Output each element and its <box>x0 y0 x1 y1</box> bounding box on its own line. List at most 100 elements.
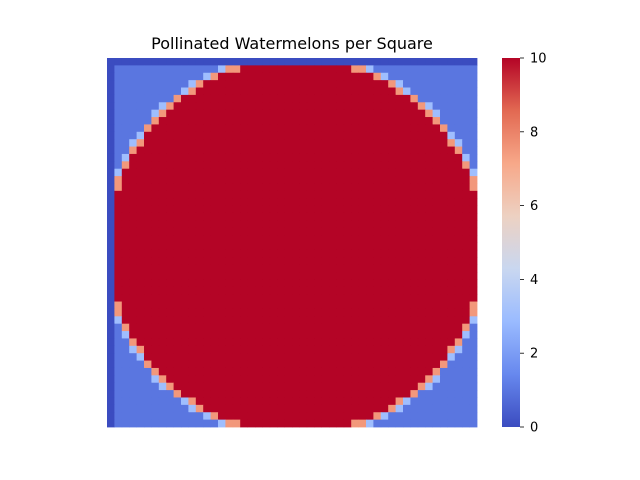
heatmap-cell <box>314 419 322 428</box>
heatmap-cell <box>255 227 263 236</box>
heatmap-cell <box>136 308 145 317</box>
heatmap-cell <box>299 345 308 354</box>
heatmap-cell <box>343 190 352 199</box>
heatmap-cell <box>329 102 337 111</box>
heatmap-cell <box>240 212 248 221</box>
heatmap-cell <box>380 338 389 347</box>
heatmap-cell <box>417 205 426 214</box>
heatmap-cell <box>314 168 322 177</box>
heatmap-cell <box>425 367 433 376</box>
heatmap-cell <box>225 286 234 295</box>
heatmap-cell <box>395 323 404 332</box>
heatmap-cell <box>388 257 396 266</box>
heatmap-cell <box>129 257 137 266</box>
heatmap-cell <box>321 124 330 133</box>
heatmap-cell <box>262 316 271 325</box>
heatmap-cell <box>432 80 441 88</box>
heatmap-cell <box>181 235 189 243</box>
heatmap-cell <box>284 65 293 74</box>
heatmap-cell <box>277 94 285 103</box>
heatmap-cell <box>403 279 411 288</box>
heatmap-cell <box>417 345 426 354</box>
heatmap-cell <box>329 257 337 266</box>
heatmap-cell <box>188 338 197 347</box>
heatmap-cell <box>195 272 204 280</box>
heatmap-cell <box>166 198 174 206</box>
heatmap-cell <box>136 102 145 111</box>
heatmap-cell <box>403 316 411 325</box>
heatmap-cell <box>262 198 271 206</box>
heatmap-cell <box>203 345 211 354</box>
heatmap-cell <box>417 227 426 236</box>
heatmap-cell <box>454 382 463 391</box>
heatmap-cell <box>121 286 130 295</box>
heatmap-cell <box>336 397 345 406</box>
heatmap-cell <box>373 272 382 280</box>
heatmap-cell <box>255 117 263 125</box>
heatmap-cell <box>269 117 278 125</box>
heatmap-cell <box>277 205 285 214</box>
heatmap-cell <box>255 131 263 140</box>
heatmap-cell <box>181 257 189 266</box>
heatmap-cell <box>336 323 345 332</box>
heatmap-cell <box>284 220 293 229</box>
heatmap-cell <box>425 257 433 266</box>
heatmap-cell <box>336 301 345 310</box>
heatmap-cell <box>284 345 293 354</box>
heatmap-cell <box>336 404 345 413</box>
heatmap-cell <box>129 80 137 88</box>
heatmap-cell <box>403 323 411 332</box>
heatmap-cell <box>447 176 456 184</box>
heatmap-cell <box>195 323 204 332</box>
heatmap-cell <box>151 87 160 96</box>
heatmap-cell <box>321 117 330 125</box>
heatmap-cell <box>410 323 419 332</box>
heatmap-cell <box>144 397 152 406</box>
heatmap-cell <box>151 131 160 140</box>
heatmap-cell <box>469 301 478 310</box>
heatmap-cell <box>158 87 167 96</box>
heatmap-cell <box>158 117 167 125</box>
heatmap-cell <box>329 353 337 361</box>
heatmap-cell <box>232 331 241 339</box>
heatmap-cell <box>173 235 182 243</box>
heatmap-cell <box>225 272 234 280</box>
heatmap-cell <box>329 404 337 413</box>
heatmap-cell <box>292 264 300 273</box>
heatmap-cell <box>225 161 234 170</box>
heatmap-cell <box>440 153 448 162</box>
heatmap-cell <box>440 109 448 118</box>
heatmap-cell <box>269 390 278 398</box>
heatmap-cell <box>203 109 211 118</box>
heatmap-cell <box>454 146 463 155</box>
heatmap-cell <box>336 198 345 206</box>
heatmap-cell <box>417 198 426 206</box>
heatmap-cell <box>269 235 278 243</box>
heatmap-cell <box>462 235 470 243</box>
heatmap-cell <box>188 294 197 302</box>
heatmap-cell <box>218 390 226 398</box>
heatmap-cell <box>403 168 411 177</box>
heatmap-cell <box>469 286 478 295</box>
heatmap-cell <box>329 235 337 243</box>
heatmap-cell <box>188 397 197 406</box>
heatmap-cell <box>440 80 448 88</box>
heatmap-cell <box>306 375 315 384</box>
heatmap-cell <box>417 220 426 229</box>
heatmap-cell <box>225 183 234 192</box>
heatmap-cell <box>210 146 219 155</box>
heatmap-cell <box>403 294 411 302</box>
heatmap-cell <box>107 94 115 103</box>
heatmap-cell <box>269 65 278 74</box>
heatmap-cell <box>255 190 263 199</box>
heatmap-cell <box>210 87 219 96</box>
heatmap-cell <box>107 205 115 214</box>
heatmap-cell <box>299 220 308 229</box>
heatmap-cell <box>144 286 152 295</box>
heatmap-cell <box>395 404 404 413</box>
heatmap-cell <box>299 375 308 384</box>
heatmap-cell <box>321 153 330 162</box>
heatmap-cell <box>173 212 182 221</box>
heatmap-cell <box>129 190 137 199</box>
heatmap-cell <box>425 168 433 177</box>
